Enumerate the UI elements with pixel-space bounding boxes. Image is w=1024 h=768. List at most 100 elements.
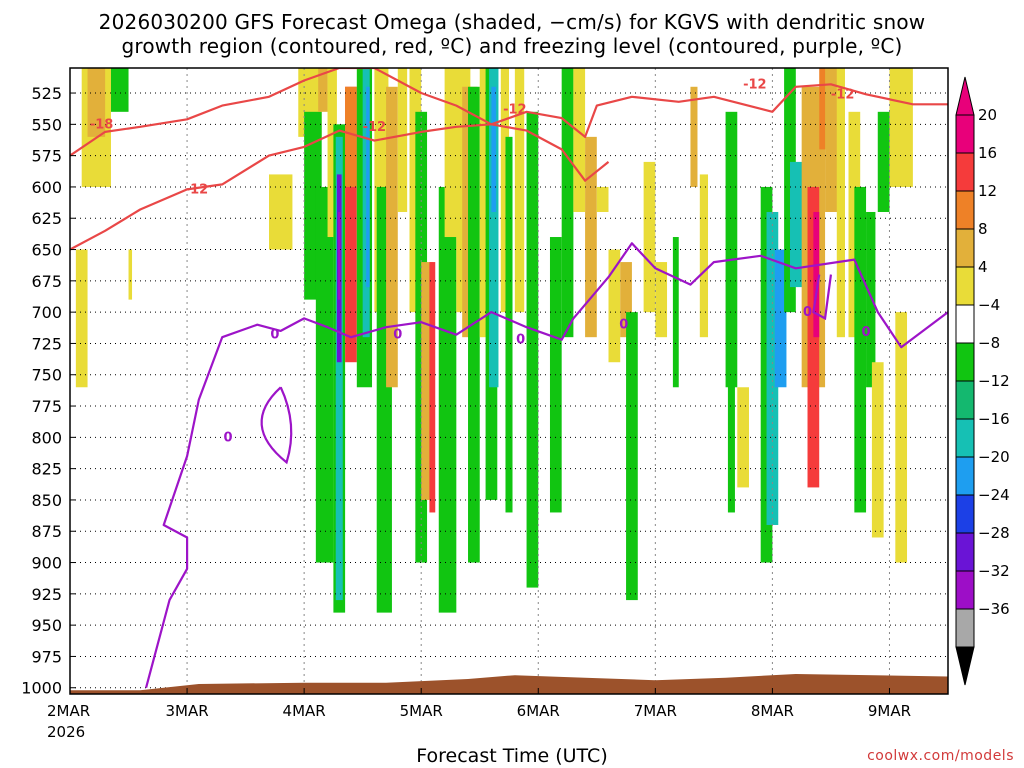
omega-cell [871,362,884,538]
contour-label: 0 [393,328,402,343]
colorbar-swatch [955,494,975,534]
omega-cell [87,68,106,137]
omega-cell [327,68,337,238]
colorbar-swatch [955,608,975,648]
colorbar-swatch [955,114,975,154]
colorbar-swatch [955,570,975,610]
colorbar-tick-label: −28 [978,524,1010,542]
omega-cell [75,249,88,388]
omega-cell [345,86,357,363]
contour-label: 0 [619,318,628,333]
y-tick-label: 550 [31,115,62,134]
omega-cell [362,68,370,338]
contour-label: 0 [803,305,812,320]
x-tick-label: 8MAR [751,702,794,720]
y-tick-label: 600 [31,178,62,197]
y-tick-label: 750 [31,366,62,385]
contour-label: 0 [516,333,525,348]
omega-cell [725,111,738,388]
omega-cell [110,68,129,112]
contour-label: -12 [503,102,527,117]
y-tick-label: 625 [31,209,62,228]
omega-cell [836,68,845,338]
omega-cell [620,262,632,338]
y-tick-label: 675 [31,272,62,291]
colorbar-swatch [955,342,975,382]
freezing-level-loop [260,386,293,465]
colorbar-swatch [955,532,975,572]
contour-label: -12 [185,182,209,197]
colorbar-tick-label: −24 [978,486,1010,504]
credit-link[interactable]: coolwx.com/models [867,748,1014,764]
colorbar-tick-label: 8 [978,220,988,238]
colorbar-tick-label: −36 [978,600,1010,618]
y-tick-label: 975 [31,647,62,666]
colorbar: 20 16 12 8 4 −4 −8 −12 −16 −20 −24 −28 −32 −36 [955,76,1010,686]
contour-label: 0 [862,325,871,340]
omega-shading [75,68,913,613]
y-tick-label: 925 [31,585,62,604]
omega-cell [505,136,513,513]
colorbar-tick-label: 4 [978,258,988,276]
colorbar-tick-label: −32 [978,562,1010,580]
y-tick-label: 650 [31,241,62,260]
x-tick-label: 9MAR [868,702,911,720]
dendritic-upper-contour [70,68,948,157]
contour-lines: -18 -12 -12 -12 -12 -12 0 0 0 0 0 0 0 [70,68,948,688]
y-tick-label: 725 [31,334,62,353]
y-tick-label: 825 [31,460,62,479]
y-tick-label: 525 [31,84,62,103]
omega-cell [699,174,709,338]
y-tick-label: 850 [31,491,62,510]
omega-cell [338,211,341,300]
colorbar-bottom-arrow [955,646,975,686]
y-tick-label: 800 [31,428,62,447]
omega-cell [429,262,436,513]
omega-cell [895,312,908,563]
colorbar-swatch [955,380,975,420]
colorbar-tick-label: −4 [978,296,1000,314]
colorbar-tick-label: 16 [978,144,997,162]
contour-label: -18 [90,117,114,132]
colorbar-swatch [955,456,975,496]
omega-cell [608,249,621,363]
omega-cell [596,186,609,212]
colorbar-swatch [955,418,975,458]
omega-cell [727,312,735,513]
colorbar-top-arrow [955,76,975,116]
omega-cell [421,262,433,500]
omega-cell [655,262,668,338]
contour-label: 0 [270,328,279,343]
omega-cell [489,68,499,388]
freezing-level-dip [812,274,833,321]
omega-cell [526,111,539,588]
omega-cell [866,211,876,388]
y-tick-label: 875 [31,522,62,541]
omega-cell [774,249,787,388]
colorbar-tick-label: −20 [978,448,1010,466]
omega-cell [318,68,328,112]
omega-cell [737,387,749,488]
omega-cell [491,86,497,212]
omega-cell [444,68,459,238]
omega-cell [813,211,820,338]
x-axis-label: Forecast Time (UTC) [416,745,608,767]
omega-cell [643,161,656,313]
x-tick-label: 2MAR [47,702,90,720]
plot-gridlines [70,68,948,694]
time-axis: 2MAR 3MAR 4MAR 5MAR 6MAR 7MAR 8MAR 9MAR 2026 [47,688,911,741]
omega-cell [500,68,509,313]
colorbar-swatch [955,304,975,344]
omega-cell [366,86,370,288]
omega-cell [397,68,408,212]
freezing-level-contour [145,242,948,688]
y-tick-label: 950 [31,616,62,635]
omega-cell [514,68,525,313]
plot-frame [69,67,949,695]
colorbar-tick-label: −8 [978,334,1000,352]
contour-label: 0 [224,430,233,445]
omega-cell [128,249,133,300]
y-tick-label: 575 [31,147,62,166]
omega-cell [438,186,457,613]
x-tick-label: 5MAR [400,702,443,720]
